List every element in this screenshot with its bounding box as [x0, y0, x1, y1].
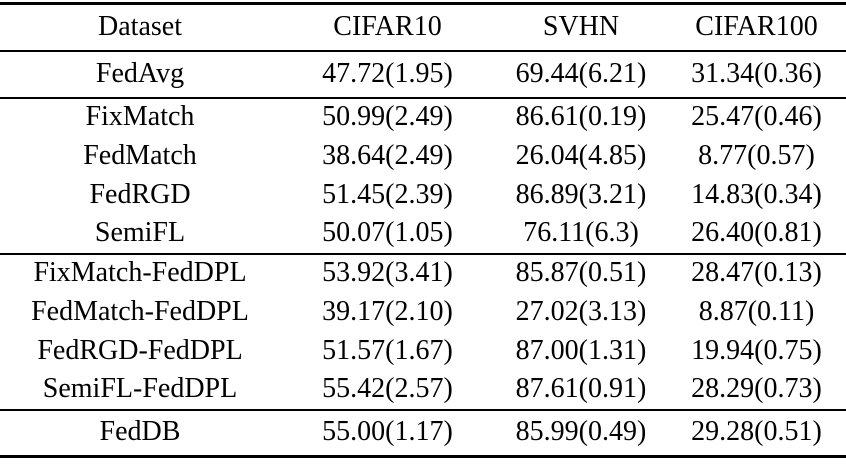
value-cell: 50.07(1.05) — [280, 214, 495, 255]
table-row-fedmatch: FedMatch 38.64(2.49) 26.04(4.85) 8.77(0.… — [0, 137, 846, 176]
row-label: FedRGD — [89, 178, 191, 210]
value-cell: 26.40(0.81) — [667, 214, 846, 255]
table-row-semifl: SemiFL 50.07(1.05) 76.11(6.3) 26.40(0.81… — [0, 214, 846, 255]
value-cell: 39.17(2.10) — [322, 295, 453, 327]
column-header-cifar10: CIFAR10 — [280, 3, 495, 52]
value-cell: 19.94(0.75) — [691, 334, 822, 366]
value-cell: 53.92(3.41) — [322, 257, 453, 289]
column-header-svhn: SVHN — [495, 3, 667, 52]
value-cell: 31.34(0.36) — [667, 50, 846, 99]
value-cell: 55.00(1.17) — [322, 416, 453, 448]
value-cell: 86.89(3.21) — [515, 178, 647, 210]
table-row-semifl-feddpl: SemiFL-FedDPL 55.42(2.57) 87.61(0.91) 28… — [0, 370, 846, 411]
table-row-fedmatch-feddpl: FedMatch-FedDPL 39.17(2.10) 27.02(3.13) … — [0, 293, 846, 332]
value-cell: 38.64(2.49) — [322, 139, 453, 171]
value-cell: 47.72(1.95) — [280, 50, 495, 99]
row-label: FedAvg — [0, 50, 280, 99]
row-label: SemiFL — [0, 214, 280, 255]
value-cell: 28.47(0.13) — [691, 257, 822, 289]
row-label: FixMatch-FedDPL — [33, 257, 247, 289]
value-cell: 29.28(0.51) — [691, 416, 822, 448]
column-header-dataset: Dataset — [0, 3, 280, 52]
row-label: FedMatch-FedDPL — [31, 295, 249, 327]
results-table: Dataset CIFAR10 SVHN CIFAR100 FedAvg 47.… — [0, 2, 846, 458]
table-row-feddb: FedDB 55.00(1.17) 85.99(0.49) 29.28(0.51… — [0, 410, 846, 457]
value-cell: 85.99(0.49) — [515, 416, 647, 448]
value-cell: 86.61(0.19) — [515, 101, 647, 133]
value-cell: 87.61(0.91) — [495, 370, 667, 411]
value-cell: 55.42(2.57) — [280, 370, 495, 411]
value-cell: 25.47(0.46) — [691, 101, 822, 133]
value-cell: 76.11(6.3) — [495, 214, 667, 255]
value-cell: 69.44(6.21) — [495, 50, 667, 99]
table-row-fedrgd-feddpl: FedRGD-FedDPL 51.57(1.67) 87.00(1.31) 19… — [0, 332, 846, 371]
row-label: SemiFL-FedDPL — [0, 370, 280, 411]
row-label: FedDB — [99, 416, 181, 448]
row-label: FedRGD-FedDPL — [37, 334, 243, 366]
table-header-row: Dataset CIFAR10 SVHN CIFAR100 — [0, 3, 846, 52]
row-label: FixMatch — [85, 101, 195, 133]
value-cell: 28.29(0.73) — [667, 370, 846, 411]
column-header-cifar100: CIFAR100 — [667, 3, 846, 52]
table-row-fedrgd: FedRGD 51.45(2.39) 86.89(3.21) 14.83(0.3… — [0, 176, 846, 215]
value-cell: 8.87(0.11) — [698, 295, 815, 327]
table-row-fedavg: FedAvg 47.72(1.95) 69.44(6.21) 31.34(0.3… — [0, 50, 846, 99]
row-label: FedMatch — [83, 139, 197, 171]
value-cell: 8.77(0.57) — [698, 139, 815, 171]
value-cell: 87.00(1.31) — [515, 334, 647, 366]
value-cell: 26.04(4.85) — [515, 139, 647, 171]
value-cell: 14.83(0.34) — [691, 178, 822, 210]
value-cell: 51.45(2.39) — [322, 178, 453, 210]
table-row-fixmatch-feddpl: FixMatch-FedDPL 53.92(3.41) 85.87(0.51) … — [0, 254, 846, 293]
table-row-fixmatch: FixMatch 50.99(2.49) 86.61(0.19) 25.47(0… — [0, 98, 846, 137]
value-cell: 50.99(2.49) — [322, 101, 453, 133]
value-cell: 51.57(1.67) — [322, 334, 453, 366]
value-cell: 27.02(3.13) — [515, 295, 647, 327]
value-cell: 85.87(0.51) — [515, 257, 647, 289]
